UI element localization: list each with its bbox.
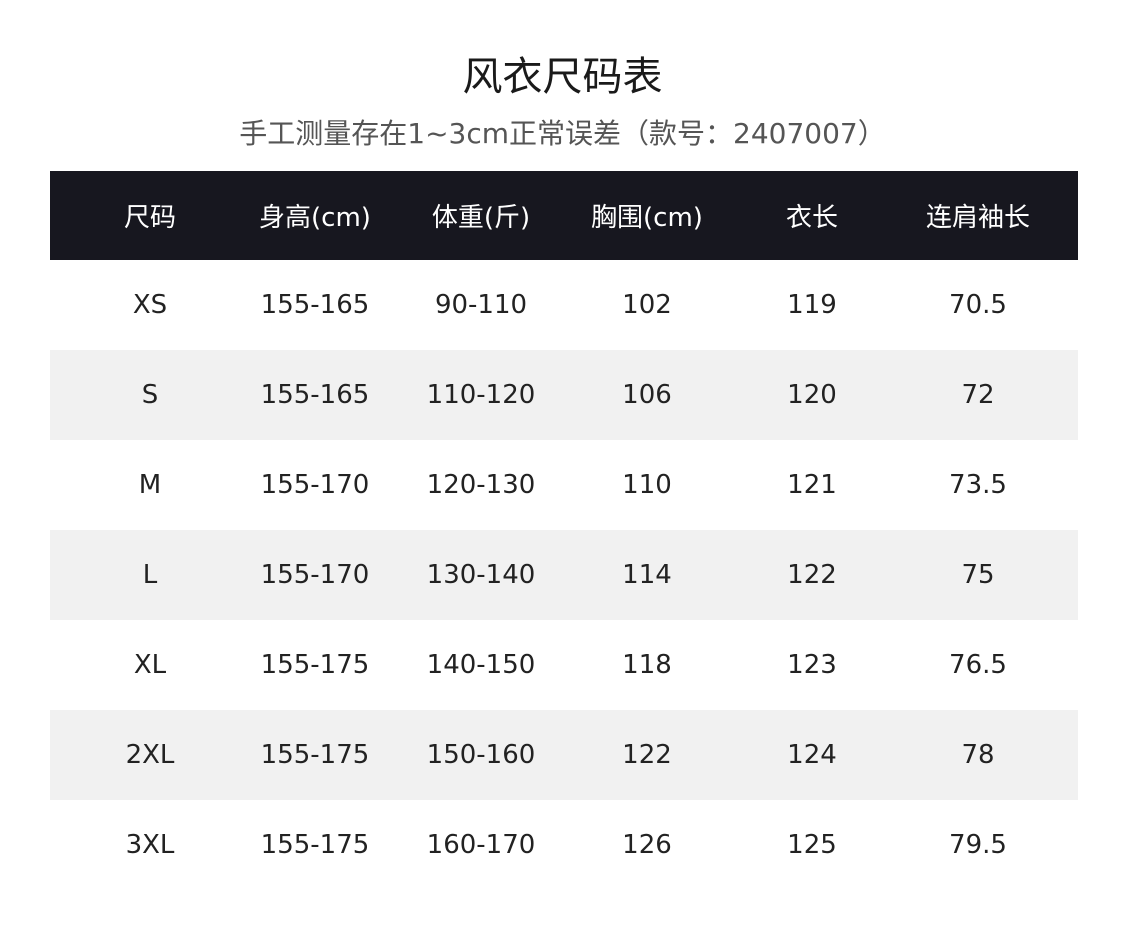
table-cell: 130-140	[426, 560, 536, 590]
page-subtitle: 手工测量存在1~3cm正常误差（款号：2407007）	[239, 117, 886, 150]
table-header-row: 尺码 身高(cm) 体重(斤) 胸围(cm) 衣长 连肩袖长	[50, 171, 1078, 260]
table-row: M 155-170 120-130 110 121 73.5	[50, 440, 1078, 530]
table-cell: S	[141, 380, 159, 410]
table-cell: M	[138, 470, 162, 500]
table-cell: 155-170	[260, 560, 370, 590]
table-cell: 155-165	[260, 380, 370, 410]
table-cell: 140-150	[426, 650, 536, 680]
table-cell: 155-175	[260, 740, 370, 770]
table-cell: 126	[622, 830, 672, 860]
table-cell: 76.5	[949, 650, 1007, 680]
table-cell: 155-175	[260, 650, 370, 680]
table-cell: 73.5	[949, 470, 1007, 500]
table-cell: 125	[787, 830, 837, 860]
table-cell: 155-175	[260, 830, 370, 860]
column-header: 连肩袖长	[925, 203, 1030, 233]
table-cell: XL	[133, 650, 167, 680]
table-cell: XS	[132, 290, 168, 320]
page-title: 风衣尺码表	[462, 54, 663, 100]
table-cell: 122	[787, 560, 837, 590]
size-table: 尺码 身高(cm) 体重(斤) 胸围(cm) 衣长 连肩袖长 XS 155-165 90-110…	[50, 171, 1078, 890]
table-row: XS 155-165 90-110 102 119 70.5	[50, 260, 1078, 350]
table-cell: 110	[622, 470, 672, 500]
table-cell: 110-120	[426, 380, 536, 410]
table-cell: 70.5	[949, 290, 1007, 320]
column-header: 体重(斤)	[431, 203, 531, 233]
table-cell: 72	[961, 380, 995, 410]
table-cell: L	[142, 560, 158, 590]
table-cell: 150-160	[426, 740, 536, 770]
table-cell: 122	[622, 740, 672, 770]
table-row: S 155-165 110-120 106 120 72	[50, 350, 1078, 440]
table-cell: 75	[961, 560, 995, 590]
table-cell: 155-165	[260, 290, 370, 320]
table-cell: 160-170	[426, 830, 536, 860]
table-row: XL 155-175 140-150 118 123 76.5	[50, 620, 1078, 710]
table-cell: 102	[622, 290, 672, 320]
table-cell: 106	[622, 380, 672, 410]
column-header: 身高(cm)	[259, 203, 371, 233]
table-cell: 114	[622, 560, 672, 590]
table-row: 2XL 155-175 150-160 122 124 78	[50, 710, 1078, 800]
table-cell: 79.5	[949, 830, 1007, 860]
table-cell: 124	[787, 740, 837, 770]
table-cell: 2XL	[125, 740, 175, 770]
table-cell: 90-110	[434, 290, 528, 320]
table-cell: 119	[787, 290, 837, 320]
table-row: L 155-170 130-140 114 122 75	[50, 530, 1078, 620]
table-row: 3XL 155-175 160-170 126 125 79.5	[50, 800, 1078, 890]
table-cell: 123	[787, 650, 837, 680]
table-cell: 155-170	[260, 470, 370, 500]
table-cell: 120-130	[426, 470, 536, 500]
table-cell: 121	[787, 470, 837, 500]
table-cell: 120	[787, 380, 837, 410]
table-cell: 78	[961, 740, 995, 770]
column-header: 尺码	[123, 203, 176, 233]
column-header: 胸围(cm)	[591, 203, 703, 233]
column-header: 衣长	[785, 203, 838, 233]
table-cell: 118	[622, 650, 672, 680]
table-cell: 3XL	[125, 830, 175, 860]
